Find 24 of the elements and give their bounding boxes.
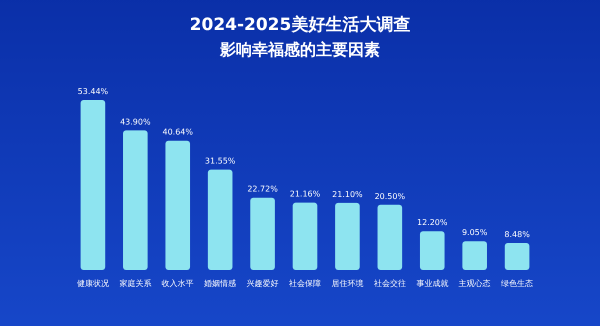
x-tick-label: 收入水平 <box>162 279 194 288</box>
x-tick-label: 主观心态 <box>458 279 491 288</box>
x-tick-label: 家庭关系 <box>119 279 152 288</box>
x-tick-label: 健康状况 <box>76 279 109 288</box>
x-tick-label: 婚姻情感 <box>204 279 236 288</box>
x-tick-label: 社会保障 <box>289 279 321 288</box>
x-tick-label: 居住环境 <box>331 279 364 288</box>
data-label: 21.16% <box>290 190 321 199</box>
x-tick-label: 社会交往 <box>374 279 406 288</box>
data-label: 53.44% <box>78 87 109 96</box>
x-tick-label: 绿色生态 <box>501 279 534 288</box>
data-label: 20.50% <box>374 192 406 201</box>
x-tick-label: 兴趣爱好 <box>246 279 279 288</box>
data-label: 21.10% <box>332 190 364 199</box>
chart-title: 2024-2025美好生活大调查 <box>190 15 410 35</box>
data-label: 22.72% <box>247 184 278 194</box>
data-label: 43.90% <box>120 117 151 126</box>
chart-subtitle: 影响幸福感的主要因素 <box>219 40 380 59</box>
data-label: 9.05% <box>462 228 488 238</box>
data-label: 12.20% <box>417 218 448 228</box>
x-tick-label: 事业成就 <box>416 279 448 288</box>
data-label: 31.55% <box>204 156 236 166</box>
data-label: 40.64% <box>162 128 194 137</box>
data-label: 8.48% <box>504 230 530 240</box>
